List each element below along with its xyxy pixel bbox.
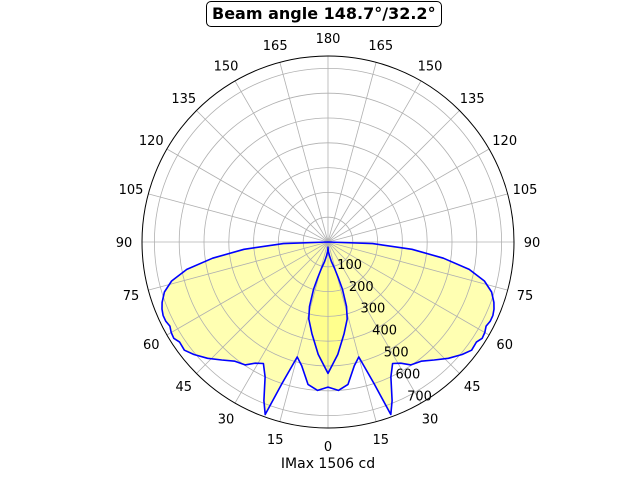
angle-tick-label: 90 xyxy=(524,236,541,251)
angular-gridline xyxy=(148,241,329,291)
series-line-1 xyxy=(161,241,495,416)
chart-title: Beam angle 148.7°/32.2° xyxy=(206,1,442,27)
angle-tick-label: 90 xyxy=(116,236,133,251)
angle-tick-label: 75 xyxy=(123,289,140,304)
angular-gridline xyxy=(327,241,460,374)
angular-gridline xyxy=(327,80,422,243)
angular-gridline xyxy=(196,110,329,243)
angular-gridline xyxy=(148,193,329,243)
angle-tick-label: 165 xyxy=(368,39,393,54)
angle-tick-label: 75 xyxy=(517,289,534,304)
angle-tick-label: 135 xyxy=(460,92,485,107)
series-line-2 xyxy=(308,246,348,375)
angle-tick-label: 60 xyxy=(496,338,513,353)
angle-tick-label: 15 xyxy=(373,433,390,448)
angle-tick-label: 45 xyxy=(176,380,193,395)
angle-tick-label: 105 xyxy=(119,183,144,198)
angular-gridline xyxy=(327,193,508,243)
angular-gridline xyxy=(196,241,329,374)
angular-gridline xyxy=(234,80,329,243)
angle-tick-label: 165 xyxy=(263,39,288,54)
angle-tick-label: 30 xyxy=(422,413,439,428)
radial-tick-label: 300 xyxy=(360,302,385,317)
angular-gridline xyxy=(279,62,329,243)
angle-tick-label: 150 xyxy=(418,59,443,74)
angular-gridline xyxy=(166,148,329,243)
angular-gridline xyxy=(234,241,329,404)
angle-tick-label: 120 xyxy=(492,134,517,149)
angle-tick-label: 135 xyxy=(171,92,196,107)
radial-tick-label: 600 xyxy=(395,367,420,382)
angle-tick-label: 150 xyxy=(214,59,239,74)
angle-tick-label: 45 xyxy=(464,380,481,395)
angular-gridline xyxy=(327,148,490,243)
angular-gridline xyxy=(327,241,422,404)
radial-tick-label: 500 xyxy=(384,346,409,361)
radial-tick-label: 100 xyxy=(337,258,362,273)
angular-gridline xyxy=(166,241,329,336)
angular-gridline xyxy=(327,241,508,291)
angle-tick-label: 60 xyxy=(143,338,160,353)
angle-tick-label: 105 xyxy=(513,183,538,198)
radial-tick-label: 200 xyxy=(349,280,374,295)
radial-tick-label: 400 xyxy=(372,324,397,339)
radial-tick-label: 700 xyxy=(407,389,432,404)
angular-gridline xyxy=(327,241,490,336)
angle-tick-label: 30 xyxy=(218,413,235,428)
x-axis-label: IMax 1506 cd xyxy=(280,456,376,472)
angle-tick-label: 180 xyxy=(316,32,341,47)
polar-frame xyxy=(141,55,515,429)
angular-gridline xyxy=(327,110,460,243)
angle-tick-label: 120 xyxy=(139,134,164,149)
angular-gridline xyxy=(327,62,377,243)
angle-tick-label: 0 xyxy=(324,440,332,455)
angle-tick-label: 15 xyxy=(267,433,284,448)
